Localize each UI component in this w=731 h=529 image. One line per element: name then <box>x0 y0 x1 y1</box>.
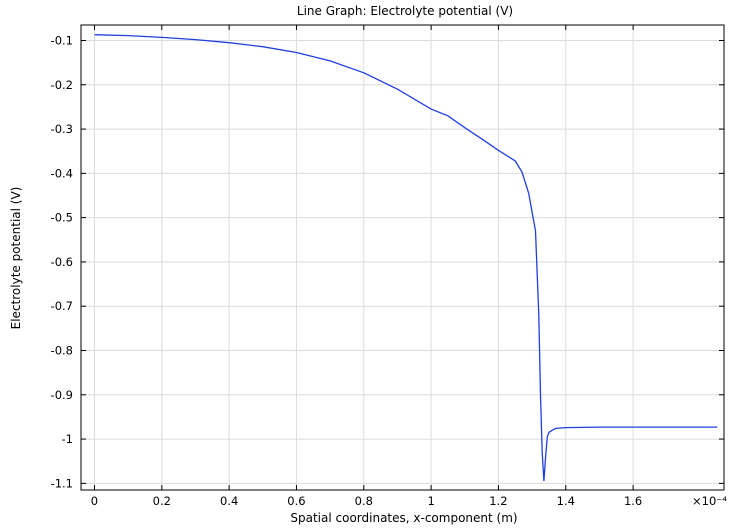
x-tick-labels: 0 0.2 0.4 0.6 0.8 1 1.2 1.4 1.6 <box>91 494 642 508</box>
y-tick-label: -0.8 <box>51 344 73 358</box>
y-axis-label: Electrolyte potential (V) <box>9 187 23 330</box>
x-exponent-label: ×10⁻⁴ <box>692 494 727 508</box>
y-tick-label: -0.4 <box>51 166 73 180</box>
x-tick-label: 0.6 <box>287 494 305 508</box>
x-tick-label: 0.8 <box>355 494 373 508</box>
y-tick-label: -0.7 <box>51 299 73 313</box>
y-tick-label: -0.1 <box>51 34 73 48</box>
x-tick-label: 0.2 <box>153 494 171 508</box>
x-tick-label: 0.4 <box>220 494 238 508</box>
y-tick-label: -1.1 <box>51 476 73 490</box>
y-tick-label: -0.5 <box>51 211 73 225</box>
x-tick-label: 1.6 <box>624 494 642 508</box>
series-line <box>94 34 718 482</box>
plot-frame <box>80 24 725 491</box>
x-axis-label: Spatial coordinates, x-component (m) <box>290 511 517 525</box>
x-tick-label: 1.4 <box>557 494 575 508</box>
chart-title: Line Graph: Electrolyte potential (V) <box>297 4 513 18</box>
x-tick-label: 1 <box>427 494 434 508</box>
y-tick-label: -0.9 <box>51 388 73 402</box>
y-tick-labels: -0.1 -0.2 -0.3 -0.4 -0.5 -0.6 -0.7 -0.8 -0.9 -1 -1… <box>51 34 73 491</box>
y-tick-label: -0.6 <box>51 255 73 269</box>
y-tick-label: -0.2 <box>51 78 73 92</box>
y-tick-label: -1 <box>62 432 73 446</box>
axis-ticks <box>81 25 724 490</box>
y-tick-label: -0.3 <box>51 122 73 136</box>
grid-lines <box>81 25 724 490</box>
x-tick-label: 0 <box>91 494 98 508</box>
x-tick-label: 1.2 <box>489 494 507 508</box>
